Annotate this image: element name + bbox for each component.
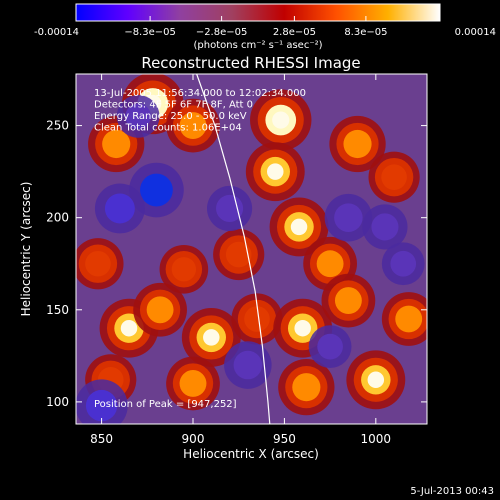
heatmap-blob	[346, 350, 406, 410]
info-line: Detectors: 4F 5F 6F 7F 8F, Att 0	[94, 100, 253, 111]
heatmap-blob	[321, 273, 376, 328]
heatmap-blob	[269, 197, 329, 257]
plot-area: 13-Jul-2005 11:56:34.000 to 12:02:34.000…	[46, 73, 428, 446]
plot-frame	[75, 73, 428, 425]
heatmap-blob	[381, 292, 427, 346]
heatmap-blob	[206, 185, 253, 232]
info-text-block: 13-Jul-2005 11:56:34.000 to 12:02:34.000…	[94, 88, 306, 134]
colorbar-tick-label: −2.8e−05	[196, 27, 248, 38]
info-line: 13-Jul-2005 11:56:34.000 to 12:02:34.000	[94, 88, 306, 99]
heatmap-blob	[368, 151, 420, 203]
info-line: Clean Total counts: 1.06E+04	[94, 123, 242, 134]
x-tick-label: 1000	[361, 432, 392, 446]
footer-date: 5-Jul-2013 00:43	[410, 486, 494, 497]
heatmap-blob	[362, 204, 408, 250]
heatmap-blob	[159, 244, 209, 294]
x-tick-label: 900	[182, 432, 205, 446]
colorbar-tick-label: -0.00014	[34, 27, 79, 38]
y-tick-label: 100	[46, 395, 69, 409]
heatmap-blob	[245, 142, 305, 202]
heatmap-blob	[381, 242, 425, 286]
heatmap-blob	[308, 325, 352, 369]
colorbar-tick-label: 0.00014	[455, 27, 496, 38]
x-axis-label: Heliocentric X (arcsec)	[183, 447, 319, 461]
y-tick-label: 150	[46, 303, 69, 317]
colorbar-ticks: -0.00014 −8.3e−05 −2.8e−05 2.8e−05 8.3e−05 0.…	[34, 16, 496, 38]
heatmap-blob	[166, 356, 220, 411]
heatmap-blob	[224, 341, 272, 389]
heatmap-blob	[76, 379, 128, 424]
info-line: Energy Range: 25.0 - 50.0 keV	[94, 111, 247, 122]
heatmap-blob	[76, 238, 124, 290]
heatmap-blob	[278, 359, 335, 416]
chart-title: Reconstructed RHESSI Image	[141, 54, 360, 72]
heatmap-blob	[329, 115, 386, 173]
colorbar-tick-label: 2.8e−05	[273, 27, 316, 38]
x-tick-label: 950	[273, 432, 296, 446]
x-tick-label: 850	[90, 432, 113, 446]
heatmap-blob	[181, 307, 241, 367]
heatmap-blob	[324, 193, 373, 242]
heatmap-blob	[133, 282, 187, 337]
colorbar-tick-label: 8.3e−05	[344, 27, 387, 38]
heatmap-blob	[250, 89, 312, 151]
y-tick-label: 250	[46, 119, 69, 133]
colorbar-unit-label: (photons cm⁻² s⁻¹ asec⁻²)	[193, 40, 322, 51]
axis-ticks: 850 900 950 1000 100 150 200 250	[46, 74, 427, 446]
peak-position-label: Position of Peak = [947,252]	[94, 399, 237, 410]
solar-limb-line	[196, 74, 271, 424]
heatmap-blob	[166, 98, 220, 153]
y-tick-label: 200	[46, 211, 69, 225]
heatmap-blob	[94, 183, 145, 234]
colorbar: -0.00014 −8.3e−05 −2.8e−05 2.8e−05 8.3e−05 0.…	[34, 3, 496, 51]
heatmap-blob	[116, 94, 160, 138]
heatmap-blob	[213, 228, 265, 281]
colorbar-gradient	[75, 3, 441, 22]
heatmap-image	[76, 74, 427, 424]
y-axis-label: Heliocentric Y (arcsec)	[19, 182, 33, 317]
heatmap-blob	[231, 293, 283, 345]
colorbar-tick-label: −8.3e−05	[124, 27, 176, 38]
